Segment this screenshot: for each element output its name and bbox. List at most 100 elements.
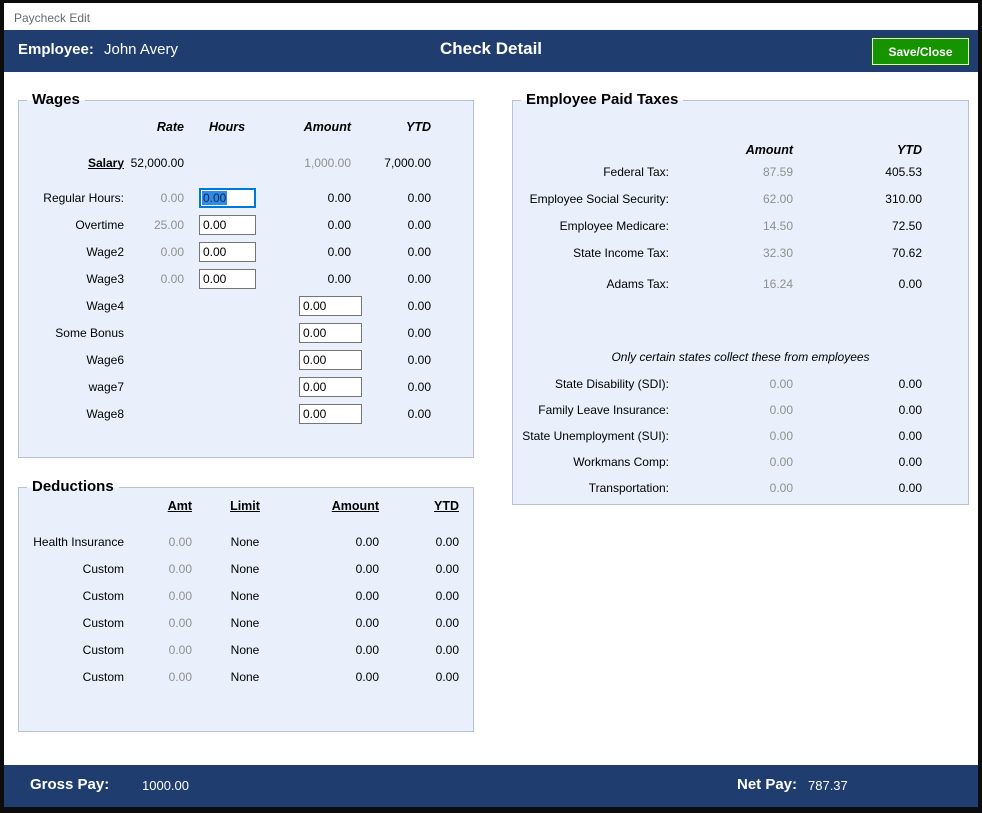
tax-row-label: Family Leave Insurance:	[538, 403, 669, 417]
tax-row-ytd: 0.00	[898, 403, 922, 417]
deduction-row-label: Custom	[82, 642, 124, 657]
tax-row-ytd: 310.00	[885, 191, 922, 206]
tax-row-label: Transportation:	[588, 481, 669, 495]
wage-row-amount: 0.00	[327, 217, 351, 232]
wage4-amount-input[interactable]	[299, 295, 362, 316]
taxes-header-row: Amount YTD	[513, 139, 968, 161]
footer-bar: Gross Pay: 1000.00 Net Pay: 787.37	[4, 765, 978, 807]
overtime-hours-input[interactable]	[199, 214, 256, 235]
deduction-row-limit: None	[230, 615, 260, 630]
wage-row-label: Some Bonus	[55, 325, 124, 340]
tax-row-ytd: 405.53	[885, 164, 922, 179]
deduction-row-label: Health Insurance	[33, 534, 124, 549]
deduction-row-amt: 0.00	[168, 642, 192, 657]
wage-row-ytd: 0.00	[407, 190, 431, 205]
some-bonus-amount-input[interactable]	[299, 322, 362, 343]
employee-label: Employee:	[18, 41, 94, 58]
tax-row-amount: 0.00	[769, 403, 793, 417]
wage3-hours-input[interactable]	[199, 268, 256, 289]
taxes-col-ytd: YTD	[897, 143, 922, 157]
deduction-row-ytd: 0.00	[435, 561, 459, 576]
deductions-section-title: Deductions	[27, 477, 119, 496]
tax-row-label: Federal Tax:	[603, 164, 669, 179]
deduction-row-ytd: 0.00	[435, 615, 459, 630]
tax-row-amount: 62.00	[762, 191, 793, 206]
tax-row-amount: 0.00	[769, 455, 793, 469]
wages-header-row: Rate Hours Amount YTD	[19, 117, 473, 137]
wage-row-rate: 0.00	[160, 244, 184, 259]
deduction-row-ytd: 0.00	[435, 642, 459, 657]
deduction-row-limit: None	[230, 588, 260, 603]
wage-row-ytd: 0.00	[407, 325, 431, 340]
deductions-col-limit: Limit	[230, 499, 260, 513]
wages-col-hours: Hours	[208, 120, 246, 134]
tax-row-adams: Adams Tax: 16.24 0.00	[513, 270, 968, 297]
net-pay-label: Net Pay:	[737, 776, 798, 793]
window-title: Paycheck Edit	[14, 11, 91, 25]
wage-row-label: Wage6	[86, 352, 124, 367]
deduction-row-label: Custom	[82, 615, 124, 630]
deductions-header-row: Amt Limit Amount YTD	[19, 496, 473, 516]
wages-col-amount: Amount	[303, 120, 351, 134]
tax-row-ytd: 0.00	[898, 276, 922, 291]
deduction-row-label: Custom	[82, 669, 124, 684]
tax-row-sui: State Unemployment (SUI): 0.00 0.00	[513, 423, 968, 449]
salary-link[interactable]: Salary	[87, 155, 124, 170]
wage6-amount-input[interactable]	[299, 349, 362, 370]
gross-pay-value: 1000.00	[142, 778, 189, 793]
state-taxes-note: Only certain states collect these from e…	[611, 350, 870, 364]
deduction-row: Custom 0.00 None 0.00 0.00	[19, 555, 473, 582]
deduction-row-amount: 0.00	[355, 561, 379, 576]
wage-row-ytd: 0.00	[407, 406, 431, 421]
deduction-row-amount: 0.00	[355, 642, 379, 657]
tax-row-amount: 0.00	[769, 377, 793, 391]
salary-rate: 52,000.00	[130, 155, 184, 170]
deduction-row-amount: 0.00	[355, 615, 379, 630]
deduction-row-amt: 0.00	[168, 615, 192, 630]
wage-row-amount: 0.00	[327, 190, 351, 205]
tax-row-amount: 0.00	[769, 429, 793, 443]
wage-row-wage8: Wage8 0.00	[19, 400, 473, 427]
deduction-row-amt: 0.00	[168, 588, 192, 603]
window-titlebar[interactable]: Paycheck Edit	[4, 3, 978, 30]
tax-row-amount: 16.24	[762, 276, 793, 291]
regular-hours-input[interactable]: 0.00	[199, 187, 256, 208]
wage-row-wage4: Wage4 0.00	[19, 292, 473, 319]
tax-row-ytd: 0.00	[898, 377, 922, 391]
deduction-row-label: Custom	[82, 561, 124, 576]
wage-row-label: Overtime	[75, 217, 124, 232]
wage8-amount-input[interactable]	[299, 403, 362, 424]
wage-row-label: Wage2	[86, 244, 124, 259]
tax-row-ytd: 0.00	[898, 429, 922, 443]
wage2-hours-input[interactable]	[199, 241, 256, 262]
tax-row-ytd: 0.00	[898, 481, 922, 495]
wage7-amount-input[interactable]	[299, 376, 362, 397]
save-close-button[interactable]: Save/Close	[871, 37, 970, 66]
deduction-row-limit: None	[230, 669, 260, 684]
tax-row-amount: 0.00	[769, 481, 793, 495]
tax-row-label: State Unemployment (SUI):	[522, 429, 669, 443]
wage-row-rate: 0.00	[160, 271, 184, 286]
tax-row-sdi: State Disability (SDI): 0.00 0.00	[513, 371, 968, 397]
tax-row-federal: Federal Tax: 87.59 405.53	[513, 158, 968, 185]
deduction-row-ytd: 0.00	[435, 669, 459, 684]
deduction-row: Custom 0.00 None 0.00 0.00	[19, 663, 473, 690]
wage-row-ytd: 0.00	[407, 217, 431, 232]
wage-row-label: Wage3	[86, 271, 124, 286]
deduction-row: Custom 0.00 None 0.00 0.00	[19, 636, 473, 663]
header-bar: Employee: John Avery Check Detail Save/C…	[4, 30, 978, 72]
deduction-row: Health Insurance 0.00 None 0.00 0.00	[19, 528, 473, 555]
tax-row-ytd: 72.50	[891, 218, 922, 233]
deductions-col-amount: Amount	[331, 499, 379, 513]
wage-row-amount: 0.00	[327, 244, 351, 259]
salary-amount: 1,000.00	[304, 155, 351, 170]
deduction-row: Custom 0.00 None 0.00 0.00	[19, 609, 473, 636]
wage-row-ytd: 0.00	[407, 244, 431, 259]
deduction-row: Custom 0.00 None 0.00 0.00	[19, 582, 473, 609]
tax-row-family-leave: Family Leave Insurance: 0.00 0.00	[513, 397, 968, 423]
wage-row-ytd: 0.00	[407, 352, 431, 367]
tax-row-amount: 32.30	[762, 245, 793, 260]
deduction-row-amt: 0.00	[168, 561, 192, 576]
wages-section: Wages Rate Hours Amount YTD Salary 52,00…	[18, 90, 474, 458]
